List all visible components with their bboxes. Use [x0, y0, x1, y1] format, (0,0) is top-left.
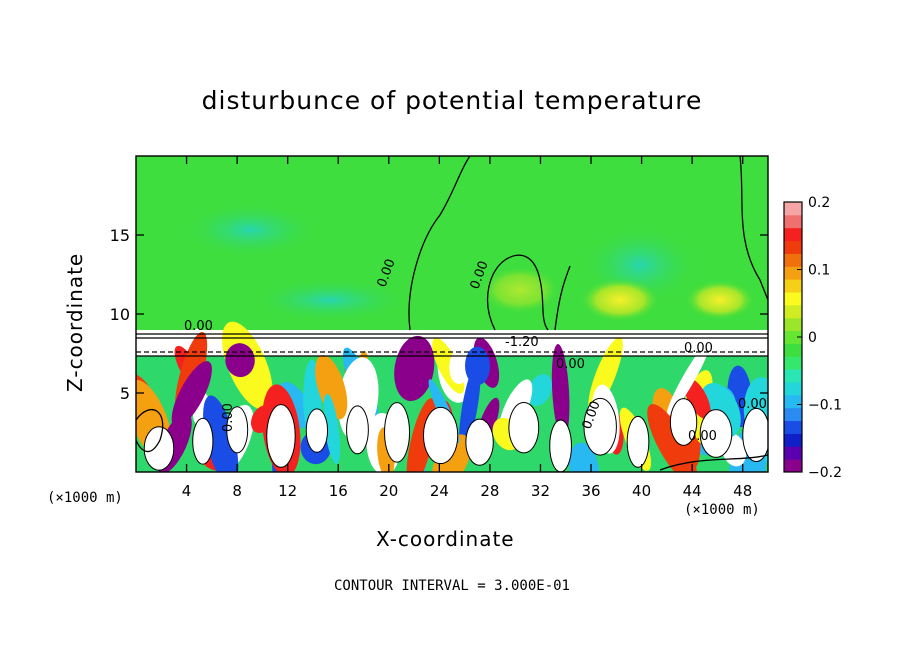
- contour-label: 0.00: [684, 341, 713, 356]
- field-blob: [323, 393, 341, 465]
- x-tick-label: 32: [531, 482, 550, 500]
- field-blob: [549, 419, 572, 472]
- field-blob: [527, 374, 553, 406]
- turbulence-blobs: [136, 321, 768, 472]
- contour-label: 0.00: [221, 403, 236, 432]
- contour-label: 0.00: [688, 429, 717, 444]
- field-blob: [551, 344, 570, 439]
- colorbar-swatch: [784, 420, 802, 434]
- field-blob: [669, 398, 698, 446]
- colorbar-tick-label: 0: [808, 330, 817, 346]
- colorbar-tick-label: 0.2: [808, 195, 830, 211]
- field-blob: [647, 404, 698, 472]
- colorbar-tick-label: −0.1: [808, 398, 842, 414]
- contour-interval-note: CONTOUR INTERVAL = 3.000E-01: [333, 578, 570, 594]
- colorbar-swatch: [784, 240, 802, 254]
- colorbar: 0.2 0.1 0 −0.1 −0.2: [783, 195, 842, 481]
- y-tick-label: 10: [110, 305, 130, 324]
- field-blob: [226, 406, 249, 454]
- colorbar-swatch: [784, 343, 802, 357]
- contour-label: 0.00: [738, 397, 767, 412]
- contour-line: [487, 254, 549, 331]
- field-blob: [203, 395, 239, 472]
- colorbar-swatch: [784, 433, 802, 447]
- field-blob: [626, 415, 650, 468]
- contour-label: 0.00: [184, 319, 213, 334]
- field-blob: [699, 409, 733, 458]
- x-tick-label: 36: [581, 482, 600, 500]
- field-blob: [143, 426, 175, 471]
- y-axis-label: Z-coordinate: [63, 252, 87, 392]
- x-tick-label: 4: [182, 482, 192, 500]
- y-tick-label: 5: [120, 384, 130, 403]
- contour-label: -1.20: [505, 335, 539, 350]
- colorbar-swatch: [784, 202, 802, 216]
- colorbar-swatch: [784, 356, 802, 370]
- field-blob: [666, 341, 711, 416]
- field-blob: [508, 401, 540, 454]
- x-tick-label: 40: [632, 482, 651, 500]
- x-unit-right: (×1000 m): [684, 502, 760, 518]
- x-tick-label: 44: [683, 482, 702, 500]
- colorbar-swatch: [784, 292, 802, 306]
- field-blob: [742, 407, 768, 462]
- x-tick-label: 28: [480, 482, 499, 500]
- colorbar-swatch: [784, 317, 802, 332]
- colorbar-swatch: [784, 330, 802, 344]
- field-blob: [684, 378, 711, 419]
- colorbar-tick-label: −0.2: [808, 465, 842, 481]
- x-unit-left: (×1000 m): [47, 490, 123, 506]
- contour-line: [554, 265, 571, 331]
- field-blob: [422, 406, 459, 465]
- field-blob: [266, 404, 296, 468]
- chart-title: disturbunce of potential temperature: [201, 86, 703, 115]
- colorbar-swatch: [784, 446, 802, 460]
- contour-lines: [136, 156, 768, 471]
- y-axis: 5 10 15: [110, 226, 768, 403]
- x-tick-label: 24: [430, 482, 449, 500]
- colorbar-swatch: [784, 382, 802, 396]
- x-axis: 4 8 12 16 20 24 28 32 36 40 44 48: [182, 156, 752, 500]
- field-blob: [192, 417, 214, 465]
- field-blob: [465, 418, 494, 466]
- field-blob: [569, 442, 600, 472]
- colorbar-swatch: [784, 227, 802, 242]
- x-tick-label: 16: [329, 482, 348, 500]
- colorbar-swatch: [784, 459, 802, 473]
- contour-label: 0.00: [556, 357, 585, 372]
- field-blob: [384, 402, 411, 463]
- x-tick-label: 12: [278, 482, 297, 500]
- field-blob: [171, 361, 212, 428]
- field-blob: [305, 408, 329, 453]
- colorbar-swatch: [784, 304, 802, 319]
- x-axis-label: X-coordinate: [376, 527, 515, 551]
- colorbar-swatch: [784, 394, 802, 409]
- colorbar-swatch: [784, 369, 802, 383]
- contour-line: [136, 408, 164, 453]
- contour-line: [739, 156, 768, 301]
- colorbar-swatch: [784, 214, 802, 229]
- field-blob: [583, 397, 617, 456]
- field-blob: [346, 405, 369, 455]
- colorbar-tick-label: 0.1: [808, 263, 830, 279]
- colorbar-swatch: [784, 253, 802, 267]
- x-tick-label: 8: [232, 482, 242, 500]
- colorbar-swatch: [784, 266, 802, 280]
- field-blob: [459, 363, 481, 452]
- contour-line: [659, 454, 768, 471]
- field-layer: [136, 156, 768, 472]
- contour-line: [408, 156, 471, 331]
- colorbar-swatch: [784, 407, 802, 422]
- x-tick-label: 48: [733, 482, 752, 500]
- field-blob: [315, 355, 348, 420]
- colorbar-swatch: [784, 279, 802, 293]
- x-tick-label: 20: [379, 482, 398, 500]
- y-tick-label: 15: [110, 226, 130, 245]
